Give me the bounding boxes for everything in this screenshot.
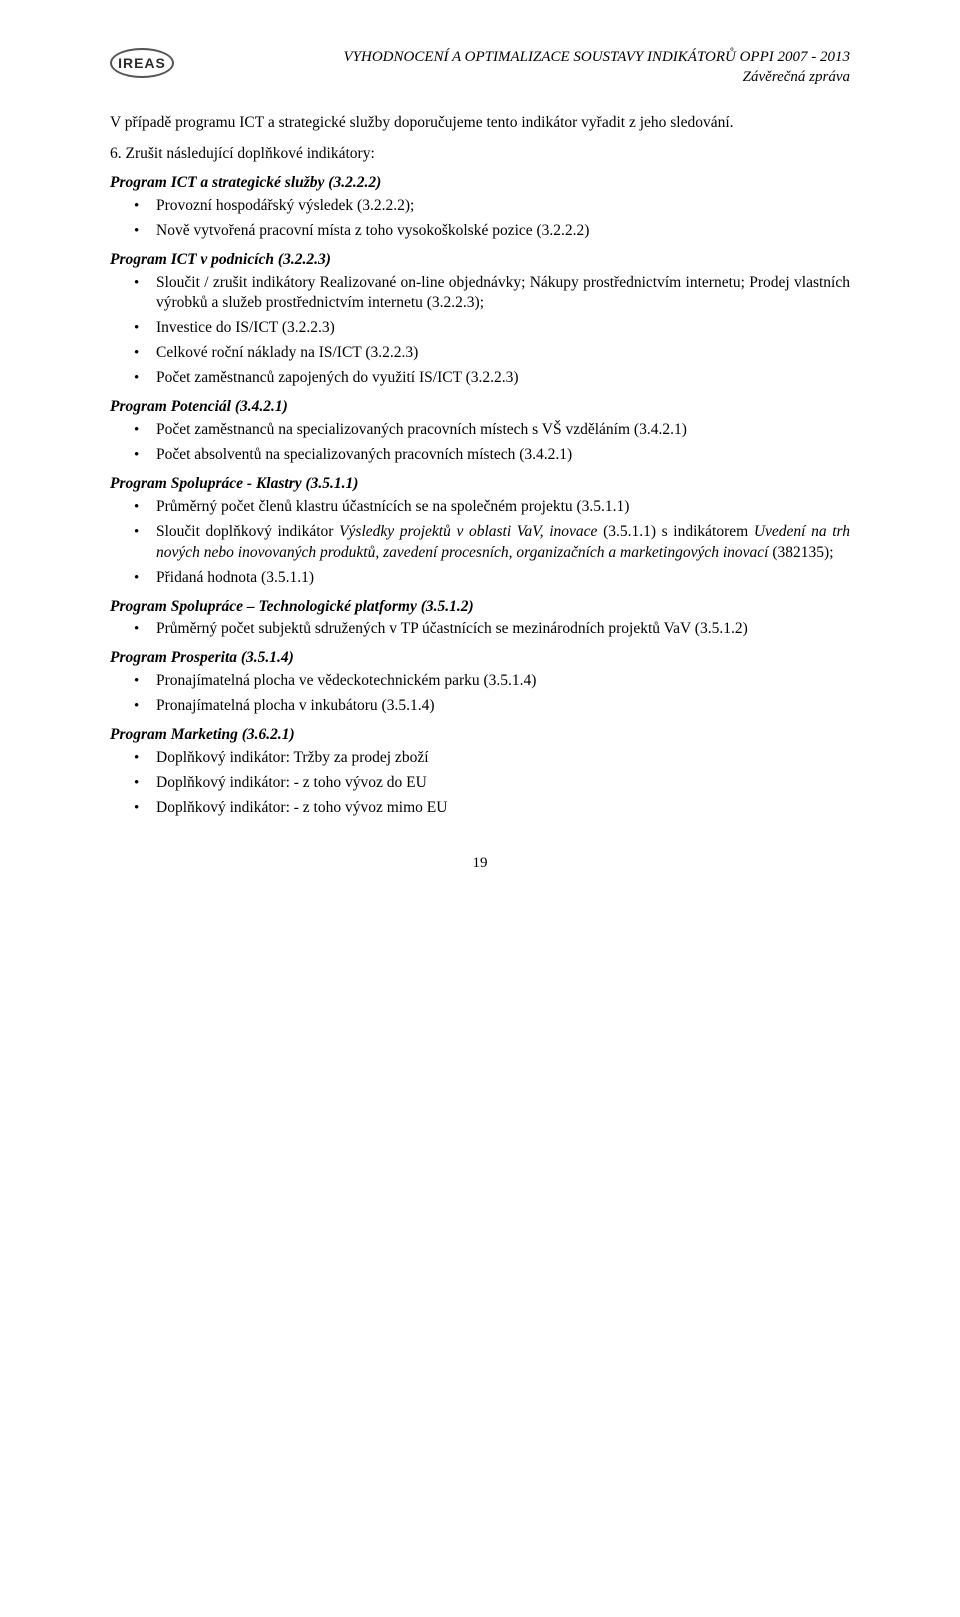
- bullet-list: Pronajímatelná plocha ve vědeckotechnick…: [110, 671, 850, 717]
- text-run: Sloučit doplňkový indikátor: [156, 523, 339, 540]
- page-header: IREAS VYHODNOCENÍ A OPTIMALIZACE SOUSTAV…: [110, 48, 850, 87]
- section-title: Program Spolupráce – Technologické platf…: [110, 597, 850, 618]
- section-title: Program Potenciál (3.4.2.1): [110, 397, 850, 418]
- bullet-list: Průměrný počet subjektů sdružených v TP …: [110, 619, 850, 640]
- list-item: Pronajímatelná plocha ve vědeckotechnick…: [156, 671, 850, 692]
- bullet-list: Sloučit / zrušit indikátory Realizované …: [110, 273, 850, 390]
- italic-run: Výsledky projektů v oblasti VaV, inovace: [339, 523, 597, 540]
- lead-number: 6.: [110, 145, 122, 162]
- list-item: Počet zaměstnanců na specializovaných pr…: [156, 420, 850, 441]
- bullet-list: Provozní hospodářský výsledek (3.2.2.2);…: [110, 196, 850, 242]
- bullet-list: Průměrný počet členů klastru účastnících…: [110, 497, 850, 589]
- intro-paragraph: V případě programu ICT a strategické slu…: [110, 113, 850, 134]
- bullet-list: Doplňkový indikátor: Tržby za prodej zbo…: [110, 748, 850, 819]
- header-title-line2: Závěrečná zpráva: [180, 68, 850, 88]
- header-titles: VYHODNOCENÍ A OPTIMALIZACE SOUSTAVY INDI…: [180, 48, 850, 87]
- logo: IREAS: [110, 48, 180, 78]
- list-item: Průměrný počet členů klastru účastnících…: [156, 497, 850, 518]
- list-item: Průměrný počet subjektů sdružených v TP …: [156, 619, 850, 640]
- section-title: Program Marketing (3.6.2.1): [110, 725, 850, 746]
- list-item: Provozní hospodářský výsledek (3.2.2.2);: [156, 196, 850, 217]
- list-item: Doplňkový indikátor: Tržby za prodej zbo…: [156, 748, 850, 769]
- section-title: Program ICT a strategické služby (3.2.2.…: [110, 173, 850, 194]
- list-item: Sloučit doplňkový indikátor Výsledky pro…: [156, 522, 850, 564]
- bullet-list: Počet zaměstnanců na specializovaných pr…: [110, 420, 850, 466]
- numbered-lead: 6. Zrušit následující doplňkové indikáto…: [110, 144, 850, 165]
- list-item: Celkové roční náklady na IS/ICT (3.2.2.3…: [156, 343, 850, 364]
- header-title-line1: VYHODNOCENÍ A OPTIMALIZACE SOUSTAVY INDI…: [180, 48, 850, 68]
- list-item: Pronajímatelná plocha v inkubátoru (3.5.…: [156, 696, 850, 717]
- logo-text: IREAS: [110, 48, 174, 78]
- list-item: Nově vytvořená pracovní místa z toho vys…: [156, 221, 850, 242]
- list-item: Počet absolventů na specializovaných pra…: [156, 445, 850, 466]
- section-title: Program ICT v podnicích (3.2.2.3): [110, 250, 850, 271]
- text-run: (382135);: [769, 544, 834, 561]
- text-run: (3.5.1.1) s indikátorem: [597, 523, 753, 540]
- list-item: Počet zaměstnanců zapojených do využití …: [156, 368, 850, 389]
- section-title: Program Spolupráce - Klastry (3.5.1.1): [110, 474, 850, 495]
- list-item: Doplňkový indikátor: - z toho vývoz mimo…: [156, 798, 850, 819]
- list-item: Přidaná hodnota (3.5.1.1): [156, 568, 850, 589]
- lead-text: Zrušit následující doplňkové indikátory:: [126, 145, 375, 162]
- list-item: Doplňkový indikátor: - z toho vývoz do E…: [156, 773, 850, 794]
- section-title: Program Prosperita (3.5.1.4): [110, 648, 850, 669]
- list-item: Investice do IS/ICT (3.2.2.3): [156, 318, 850, 339]
- list-item: Sloučit / zrušit indikátory Realizované …: [156, 273, 850, 315]
- page-number: 19: [110, 853, 850, 873]
